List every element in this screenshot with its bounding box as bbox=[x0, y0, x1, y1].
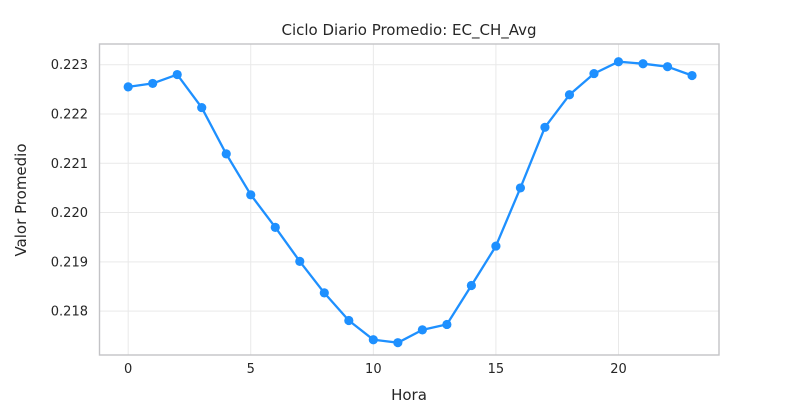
y-axis-label: Valor Promedio bbox=[12, 143, 30, 257]
data-point bbox=[246, 190, 256, 200]
x-tick-label: 10 bbox=[365, 362, 382, 377]
x-tick-label: 20 bbox=[610, 362, 627, 377]
data-point bbox=[638, 59, 648, 69]
data-point bbox=[687, 70, 697, 81]
data-point bbox=[662, 62, 673, 72]
data-point bbox=[515, 183, 526, 193]
y-tick-label: 0.220 bbox=[51, 206, 88, 221]
plot-border bbox=[98, 43, 720, 356]
data-point bbox=[295, 256, 305, 266]
data-point bbox=[540, 122, 550, 132]
y-tick-label: 0.221 bbox=[51, 157, 88, 172]
data-point bbox=[123, 82, 133, 92]
data-line bbox=[127, 60, 694, 344]
data-point bbox=[589, 68, 599, 79]
data-point bbox=[466, 280, 476, 291]
data-point bbox=[221, 149, 231, 159]
data-point bbox=[148, 78, 158, 89]
y-tick-label: 0.219 bbox=[51, 255, 88, 270]
y-tick-label: 0.223 bbox=[51, 58, 88, 73]
data-point bbox=[491, 241, 501, 251]
chart-title: Ciclo Diario Promedio: EC_CH_Avg bbox=[281, 21, 537, 39]
data-point bbox=[564, 90, 575, 100]
data-point bbox=[270, 222, 280, 232]
data-point bbox=[613, 57, 624, 67]
data-point bbox=[197, 102, 207, 113]
y-tick-label: 0.218 bbox=[51, 305, 88, 320]
x-axis-label: Hora bbox=[391, 386, 427, 400]
x-tick-label: 15 bbox=[488, 362, 505, 377]
data-point bbox=[172, 69, 182, 80]
data-point bbox=[368, 335, 378, 345]
data-point bbox=[442, 319, 452, 330]
data-point bbox=[319, 288, 329, 298]
data-point bbox=[344, 315, 354, 326]
x-tick-label: 0 bbox=[124, 362, 132, 377]
data-point bbox=[417, 325, 427, 335]
y-tick-label: 0.222 bbox=[51, 107, 88, 122]
x-tick-label: 5 bbox=[247, 362, 255, 377]
data-point bbox=[393, 338, 403, 348]
